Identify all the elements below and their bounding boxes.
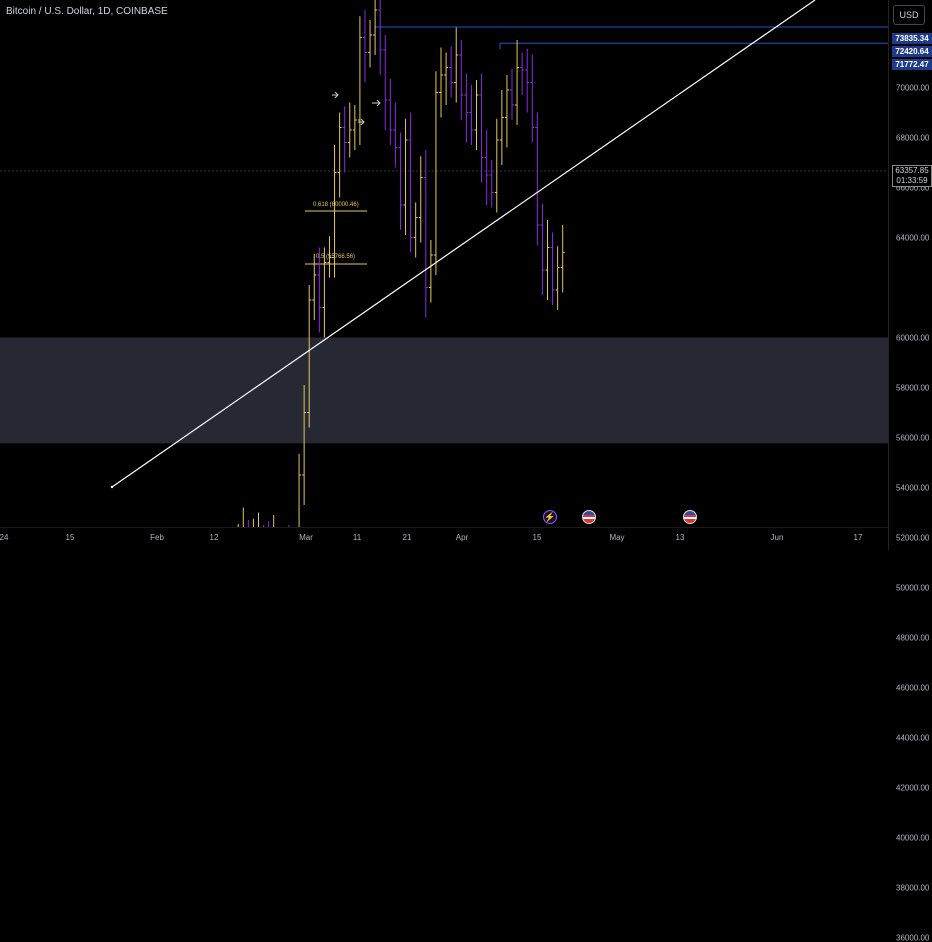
time-tick-label: May [609, 533, 625, 542]
level-label-3: 71772.47 [892, 59, 932, 70]
trendline-anchor [110, 485, 114, 489]
price-tick-label: 70000.00 [896, 83, 930, 92]
time-tick-label: Jun [770, 533, 784, 542]
arrow-marker [332, 91, 339, 99]
price-tick-label: 36000.00 [896, 933, 930, 942]
flash-event-icon[interactable]: ⚡ [543, 510, 557, 524]
time-tick-label: 12 [209, 533, 219, 542]
level-label-2: 72420.64 [892, 46, 932, 57]
price-tick-label: 44000.00 [896, 733, 930, 742]
us-flag-icon[interactable] [582, 510, 596, 524]
time-tick-label: 17 [853, 533, 863, 542]
time-tick-label: Mar [299, 533, 313, 542]
current-price-label: 63357.85 01:33:59 [892, 165, 932, 187]
time-tick-label: 15 [532, 533, 542, 542]
trendline [111, 0, 816, 488]
us-flag-icon[interactable] [683, 510, 697, 524]
time-tick-label: 24 [0, 533, 9, 542]
time-tick-label: 15 [65, 533, 75, 542]
current-price-value: 63357.85 [895, 166, 929, 175]
price-tick-label: 46000.00 [896, 683, 930, 692]
fib-05-label[interactable]: 0.5 (55766.56) [316, 254, 356, 260]
price-tick-label: 64000.00 [896, 233, 930, 242]
fib-618-label[interactable]: 0.618 (60000.46) [313, 202, 359, 208]
price-chart[interactable] [0, 0, 888, 527]
price-axis[interactable] [888, 0, 932, 550]
currency-button[interactable]: USD [893, 5, 925, 25]
price-tick-label: 66000.00 [896, 183, 930, 192]
time-tick-label: Apr [455, 533, 469, 542]
price-tick-label: 40000.00 [896, 833, 930, 842]
price-zone [0, 337, 888, 444]
time-axis[interactable] [0, 527, 888, 551]
price-tick-label: 52000.00 [896, 533, 930, 542]
level-label-1: 73835.34 [892, 33, 932, 44]
time-tick-label: 11 [352, 533, 362, 542]
time-tick-label: Feb [150, 533, 164, 542]
price-tick-label: 50000.00 [896, 583, 930, 592]
price-tick-label: 38000.00 [896, 883, 930, 892]
symbol-title: Bitcoin / U.S. Dollar, 1D, COINBASE [6, 6, 168, 17]
price-tick-label: 58000.00 [896, 383, 930, 392]
price-tick-label: 68000.00 [896, 133, 930, 142]
price-tick-label: 42000.00 [896, 783, 930, 792]
countdown-timer: 01:33:59 [896, 176, 928, 185]
time-tick-label: 13 [675, 533, 685, 542]
time-tick-label: 21 [402, 533, 412, 542]
price-tick-label: 56000.00 [896, 433, 930, 442]
arrow-marker [358, 118, 365, 126]
price-tick-label: 48000.00 [896, 633, 930, 642]
price-tick-label: 54000.00 [896, 483, 930, 492]
price-tick-label: 60000.00 [896, 333, 930, 342]
arrow-marker [372, 99, 381, 107]
